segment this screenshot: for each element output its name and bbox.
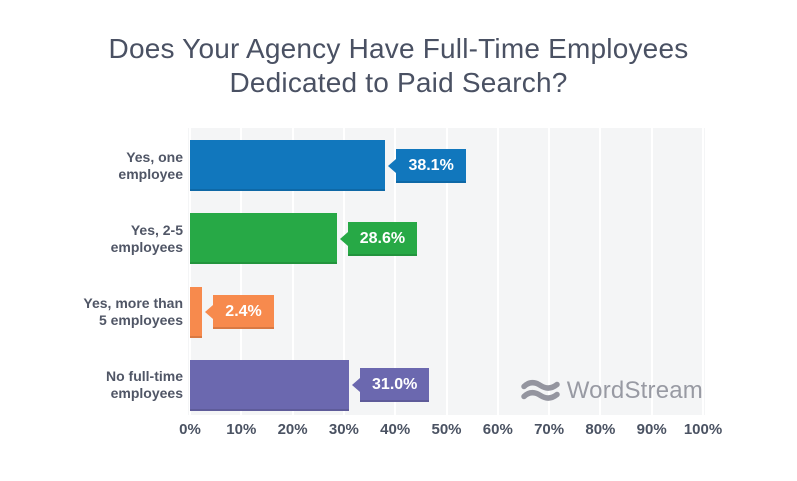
x-tick-label-80%: 80% — [585, 421, 616, 438]
gridline-100% — [702, 128, 704, 415]
value-label: 38.1% — [408, 156, 454, 174]
x-axis: 0% 10% 20% 30% 40% 50% 60% 70% 80% 90% 100% — [179, 421, 722, 441]
gridline-40% — [394, 128, 397, 415]
category-label-1: Yes, one employee — [118, 148, 183, 182]
category-label-4: No full-time employees — [106, 368, 183, 402]
gridline-10% — [240, 128, 243, 415]
bar-3 — [190, 286, 203, 338]
x-tick-label-10%: 10% — [226, 421, 257, 438]
category-label-3: Yes, more than 5 employees — [83, 295, 183, 329]
callout-arrow-icon — [352, 378, 361, 393]
value-callout-2: 28.6% — [339, 221, 418, 256]
gridline-0% — [189, 128, 191, 415]
bar-4 — [190, 359, 350, 411]
x-tick-label-70%: 70% — [534, 421, 565, 438]
chart-title-line-1: Does Your Agency Have Full-Time Employee… — [108, 33, 689, 64]
gridline-60% — [496, 128, 499, 415]
gridline-20% — [291, 128, 294, 415]
bar-2 — [190, 213, 337, 265]
x-tick-label-20%: 20% — [277, 421, 308, 438]
x-tick-label-0%: 0% — [179, 421, 201, 438]
watermark-brand-text: WordStream — [566, 377, 703, 404]
x-tick-label-60%: 60% — [482, 421, 513, 438]
gridline-30% — [342, 128, 345, 415]
value-label: 2.4% — [225, 303, 262, 321]
value-label: 28.6% — [359, 229, 406, 247]
plot-area: 38.1% 28.6% 2.4% 31.0% WordStream — [188, 128, 705, 415]
bar-1 — [190, 140, 386, 191]
callout-arrow-icon — [339, 231, 348, 246]
gridline-80% — [599, 128, 602, 415]
waves-icon — [520, 379, 560, 401]
gridline-90% — [650, 128, 653, 415]
gridline-70% — [548, 128, 551, 415]
x-tick-label-40%: 40% — [380, 421, 411, 438]
watermark: WordStream — [520, 377, 703, 405]
x-tick-label-90%: 90% — [636, 421, 667, 438]
chart-title-line-2: Dedicated to Paid Search? — [229, 67, 568, 98]
category-label-2: Yes, 2-5 employees — [110, 221, 183, 255]
callout-arrow-icon — [388, 158, 397, 173]
value-callout-3: 2.4% — [205, 295, 274, 330]
x-tick-label-50%: 50% — [431, 421, 462, 438]
value-callout-4: 31.0% — [352, 368, 430, 403]
value-label: 31.0% — [372, 376, 418, 394]
chart-title: Does Your Agency Have Full-Time Employee… — [0, 32, 797, 100]
gridline-50% — [445, 128, 448, 415]
x-tick-label-100%: 100% — [683, 421, 723, 438]
x-tick-label-30%: 30% — [328, 421, 359, 438]
value-callout-1: 38.1% — [388, 148, 466, 183]
callout-arrow-icon — [205, 305, 214, 320]
